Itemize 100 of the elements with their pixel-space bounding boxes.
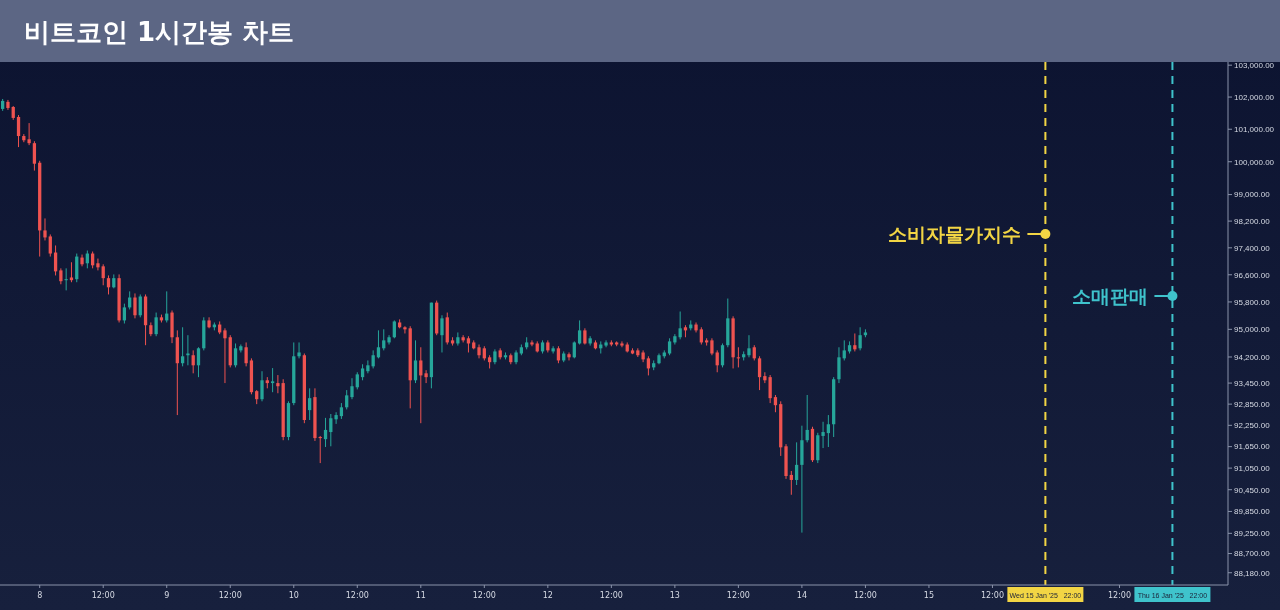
candlestick: [694, 321, 698, 333]
x-tick-label: 10: [288, 591, 299, 600]
x-tick-label: 12:00: [726, 591, 750, 600]
candlestick: [419, 346, 423, 424]
candlestick: [106, 274, 111, 295]
y-tick-label: 90,450.00: [1234, 485, 1271, 495]
y-tick-label: 96,600.00: [1234, 270, 1271, 280]
candlestick: [403, 325, 407, 334]
candlestick: [424, 369, 428, 384]
candlestick: [69, 261, 74, 283]
y-tick-label: 102,000.00: [1234, 92, 1275, 102]
candlestick: [620, 340, 624, 348]
candlestick: [350, 377, 354, 400]
y-tick-label: 88,180.00: [1234, 568, 1271, 578]
candlestick: [334, 411, 338, 425]
candlestick: [270, 367, 275, 393]
x-tick-label: 12:00: [599, 591, 623, 600]
candlestick: [376, 329, 381, 359]
candlestick: [308, 387, 312, 421]
y-tick-label: 100,000.00: [1234, 157, 1275, 167]
candlestick: [567, 351, 571, 361]
x-tick-label: 9: [164, 591, 170, 600]
candlestick: [366, 359, 370, 374]
x-tick-label: 12:00: [345, 591, 369, 600]
x-tick-label: 8: [37, 591, 43, 600]
candlestick: [440, 314, 444, 353]
candlestick: [461, 334, 465, 343]
ref-line-label: 소매판매: [1072, 285, 1149, 307]
y-tick-label: 91,650.00: [1234, 442, 1271, 452]
candlestick: [180, 326, 185, 367]
candlestick: [276, 374, 280, 394]
candlestick: [133, 292, 137, 319]
candlestick: [720, 342, 725, 368]
candlestick: [297, 341, 301, 359]
candlestick: [345, 389, 349, 410]
candlestick: [842, 339, 846, 361]
y-tick-label: 88,700.00: [1234, 549, 1271, 559]
candlestick: [757, 355, 762, 391]
y-tick-label: 97,400.00: [1234, 243, 1271, 253]
candlestick: [122, 303, 127, 324]
candlestick: [101, 263, 105, 286]
candlestick: [678, 311, 682, 340]
y-tick-label: 92,850.00: [1234, 399, 1271, 409]
candlestick: [154, 312, 158, 337]
candlestick: [223, 327, 227, 384]
candlestick: [48, 233, 52, 258]
candlestick: [551, 345, 555, 355]
x-tick-label: 12:00: [853, 591, 877, 600]
x-tick-label: 12:00: [91, 591, 115, 600]
candlestick: [244, 341, 248, 367]
x-tick-label: 15: [923, 591, 935, 600]
x-tick-label: 12:00: [1107, 591, 1132, 600]
candlestick: [260, 370, 264, 402]
candlestick: [747, 334, 751, 358]
candlestick: [323, 417, 328, 448]
x-tick-label: 13: [669, 591, 680, 600]
candlestick: [673, 333, 677, 346]
candlestick: [371, 349, 375, 369]
x-tick-label: 12:00: [980, 591, 1004, 600]
y-tick-label: 91,050.00: [1234, 463, 1271, 473]
y-tick-label: 89,850.00: [1234, 507, 1271, 517]
candlestick: [821, 421, 825, 449]
y-tick-label: 98,200.00: [1234, 216, 1271, 226]
candlestick: [43, 217, 47, 241]
candlestick: [837, 346, 841, 384]
ref-line-label: 소비자물가지수: [888, 223, 1022, 245]
candlestick: [736, 346, 741, 368]
x-tick-label: 12: [542, 591, 553, 600]
candlestick: [196, 346, 201, 378]
y-tick-label: 95,000.00: [1234, 325, 1271, 335]
candlestick: [32, 140, 37, 172]
y-tick-label: 95,800.00: [1234, 297, 1271, 307]
chart-title: 비트코인 1시간봉 차트: [24, 17, 295, 47]
y-tick-label: 92,250.00: [1234, 421, 1271, 431]
candlestick: [27, 122, 31, 146]
candlestick: [329, 413, 333, 447]
y-tick-label: 99,000.00: [1234, 190, 1271, 200]
y-tick-label: 101,000.00: [1234, 125, 1275, 135]
candlestick: [826, 414, 831, 448]
candlestick: [191, 349, 195, 374]
candlestick: [387, 334, 391, 346]
x-tick-label: 12:00: [472, 591, 496, 600]
candlestick: [858, 326, 862, 351]
candlestick: [456, 331, 460, 347]
candlestick: [646, 355, 651, 376]
candlestick: [715, 349, 719, 373]
y-tick-label: 94,200.00: [1234, 352, 1271, 362]
candlestick: [64, 267, 68, 291]
candlestick: [530, 339, 534, 347]
candlestick: [16, 114, 21, 148]
x-tick-label: 11: [415, 591, 426, 600]
candlestick: [413, 339, 418, 384]
candlestick: [577, 319, 582, 346]
y-tick-label: 89,250.00: [1234, 529, 1271, 539]
candlestick: [233, 342, 238, 368]
candlestick: [794, 441, 799, 486]
candlestick: [138, 293, 142, 318]
x-tick-label: 14: [796, 591, 807, 600]
candlestick: [96, 258, 100, 271]
y-tick-label: 93,450.00: [1234, 378, 1271, 388]
